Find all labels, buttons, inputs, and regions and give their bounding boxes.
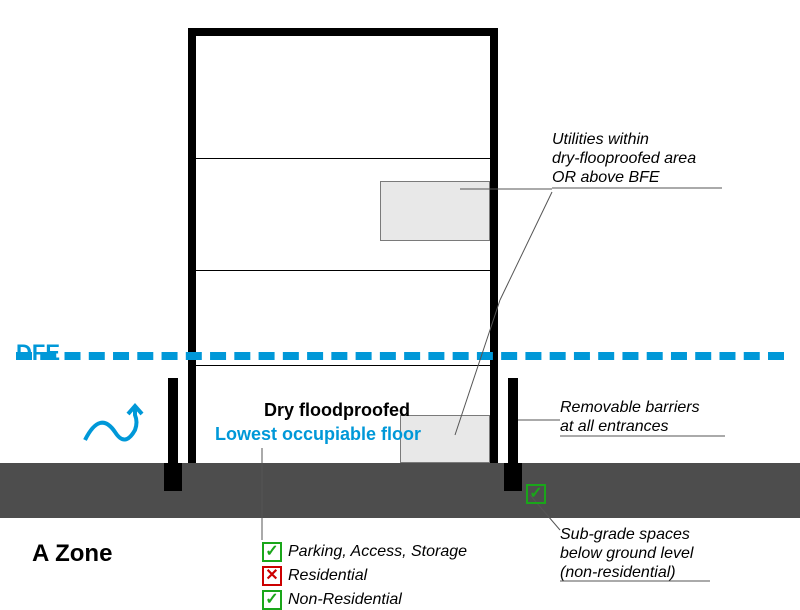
utilities-upper-box — [380, 181, 490, 241]
dfe-line — [16, 352, 784, 360]
legend-text: Parking, Access, Storage — [288, 543, 467, 561]
ground-slab — [0, 463, 800, 518]
legend-row: ✕ Residential — [262, 566, 367, 586]
floor-line — [196, 365, 490, 366]
barrier-footing — [504, 463, 522, 491]
floodproofing-diagram: DFE Dry floodproofed Lowest occupiable f… — [0, 0, 800, 610]
check-icon: ✓ — [262, 542, 282, 562]
legend-text: Residential — [288, 567, 367, 585]
zone-label: A Zone — [32, 540, 112, 568]
barrier-footing — [164, 463, 182, 491]
annot-barriers: Removable barriersat all entrances — [560, 398, 700, 436]
water-wave-icon — [80, 400, 170, 455]
annot-utilities: Utilities withindry-flooproofed areaOR a… — [552, 130, 696, 188]
dfe-label: DFE — [16, 340, 60, 366]
cross-icon: ✕ — [262, 566, 282, 586]
subgrade-check-icon: ✓ — [526, 484, 546, 504]
floor-line — [196, 158, 490, 159]
legend-row: ✓ Non-Residential — [262, 590, 402, 610]
lowest-occupiable-floor-label: Lowest occupiable floor — [215, 424, 421, 446]
annot-subgrade: Sub-grade spacesbelow ground level(non-r… — [560, 525, 693, 583]
building-outline — [188, 28, 498, 463]
legend-row: ✓ Parking, Access, Storage — [262, 542, 467, 562]
floor-line — [196, 270, 490, 271]
check-icon: ✓ — [262, 590, 282, 610]
dry-floodproofed-label: Dry floodproofed — [264, 400, 410, 422]
legend-text: Non-Residential — [288, 591, 402, 609]
